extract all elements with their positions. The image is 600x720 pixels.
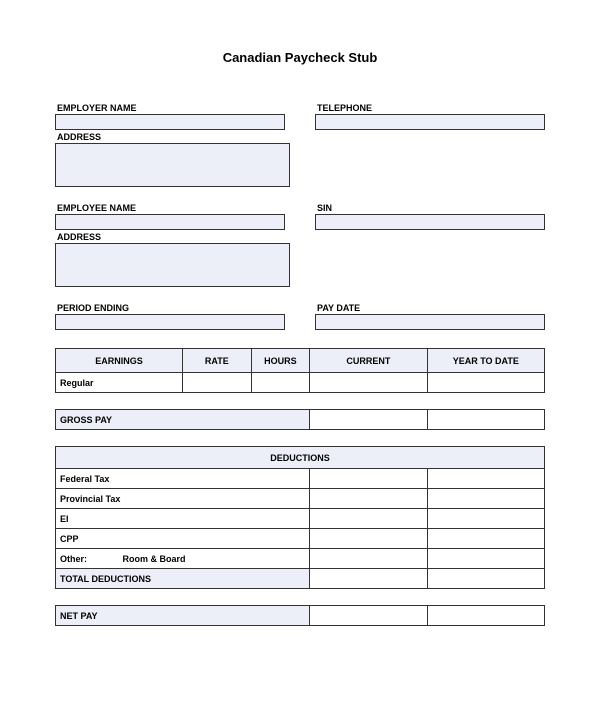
- pay-date-field[interactable]: [315, 314, 545, 330]
- employee-row: EMPLOYEE NAME SIN: [55, 203, 545, 230]
- table-row: Provincial Tax: [56, 489, 545, 509]
- net-pay-table: NET PAY: [55, 605, 545, 626]
- ytd-header: YEAR TO DATE: [427, 349, 544, 373]
- other-current[interactable]: [310, 549, 427, 569]
- cpp-ytd[interactable]: [427, 529, 544, 549]
- other-ytd[interactable]: [427, 549, 544, 569]
- sin-label: SIN: [315, 203, 545, 213]
- earnings-table: EARNINGS RATE HOURS CURRENT YEAR TO DATE…: [55, 348, 545, 393]
- cpp-current[interactable]: [310, 529, 427, 549]
- employee-name-field[interactable]: [55, 214, 285, 230]
- table-row: EI: [56, 509, 545, 529]
- total-deductions-label: TOTAL DEDUCTIONS: [56, 569, 310, 589]
- other-value: Room & Board: [123, 554, 186, 564]
- employer-name-label: EMPLOYER NAME: [55, 103, 285, 113]
- current-header: CURRENT: [310, 349, 427, 373]
- employee-address-field[interactable]: [55, 243, 290, 287]
- provincial-tax-ytd[interactable]: [427, 489, 544, 509]
- employer-address-field[interactable]: [55, 143, 290, 187]
- gross-pay-current[interactable]: [310, 410, 427, 430]
- table-row: GROSS PAY: [56, 410, 545, 430]
- total-deductions-ytd[interactable]: [427, 569, 544, 589]
- provincial-tax-current[interactable]: [310, 489, 427, 509]
- federal-tax-ytd[interactable]: [427, 469, 544, 489]
- employer-address-label: ADDRESS: [55, 132, 290, 142]
- period-row: PERIOD ENDING PAY DATE: [55, 303, 545, 330]
- federal-tax-label: Federal Tax: [56, 469, 310, 489]
- pay-date-label: PAY DATE: [315, 303, 545, 313]
- net-pay-current[interactable]: [310, 606, 427, 626]
- gross-pay-table: GROSS PAY: [55, 409, 545, 430]
- telephone-field[interactable]: [315, 114, 545, 130]
- regular-current[interactable]: [310, 373, 427, 393]
- net-pay-label: NET PAY: [56, 606, 310, 626]
- net-pay-ytd[interactable]: [427, 606, 544, 626]
- table-row: NET PAY: [56, 606, 545, 626]
- ei-current[interactable]: [310, 509, 427, 529]
- rate-header: RATE: [183, 349, 251, 373]
- hours-header: HOURS: [251, 349, 310, 373]
- employer-row: EMPLOYER NAME TELEPHONE: [55, 103, 545, 130]
- gross-pay-ytd[interactable]: [427, 410, 544, 430]
- document-title: Canadian Paycheck Stub: [55, 50, 545, 65]
- cpp-label: CPP: [56, 529, 310, 549]
- table-row: TOTAL DEDUCTIONS: [56, 569, 545, 589]
- other-label: Other:: [60, 554, 120, 564]
- regular-ytd[interactable]: [427, 373, 544, 393]
- employee-name-label: EMPLOYEE NAME: [55, 203, 285, 213]
- federal-tax-current[interactable]: [310, 469, 427, 489]
- table-row: Other: Room & Board: [56, 549, 545, 569]
- ei-label: EI: [56, 509, 310, 529]
- table-row: Regular: [56, 373, 545, 393]
- gross-pay-label: GROSS PAY: [56, 410, 310, 430]
- period-ending-label: PERIOD ENDING: [55, 303, 285, 313]
- sin-field[interactable]: [315, 214, 545, 230]
- telephone-label: TELEPHONE: [315, 103, 545, 113]
- regular-label: Regular: [56, 373, 183, 393]
- ei-ytd[interactable]: [427, 509, 544, 529]
- regular-hours[interactable]: [251, 373, 310, 393]
- period-ending-field[interactable]: [55, 314, 285, 330]
- deductions-header-row: DEDUCTIONS: [56, 447, 545, 469]
- employee-address-label: ADDRESS: [55, 232, 290, 242]
- earnings-header: EARNINGS: [56, 349, 183, 373]
- other-cell: Other: Room & Board: [56, 549, 310, 569]
- table-row: Federal Tax: [56, 469, 545, 489]
- employer-name-field[interactable]: [55, 114, 285, 130]
- provincial-tax-label: Provincial Tax: [56, 489, 310, 509]
- deductions-table: DEDUCTIONS Federal Tax Provincial Tax EI…: [55, 446, 545, 589]
- table-row: CPP: [56, 529, 545, 549]
- total-deductions-current[interactable]: [310, 569, 427, 589]
- deductions-header: DEDUCTIONS: [56, 447, 545, 469]
- regular-rate[interactable]: [183, 373, 251, 393]
